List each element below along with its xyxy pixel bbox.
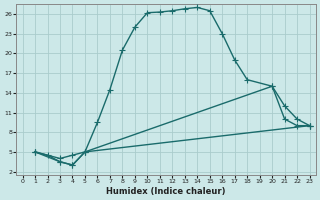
X-axis label: Humidex (Indice chaleur): Humidex (Indice chaleur): [106, 187, 226, 196]
